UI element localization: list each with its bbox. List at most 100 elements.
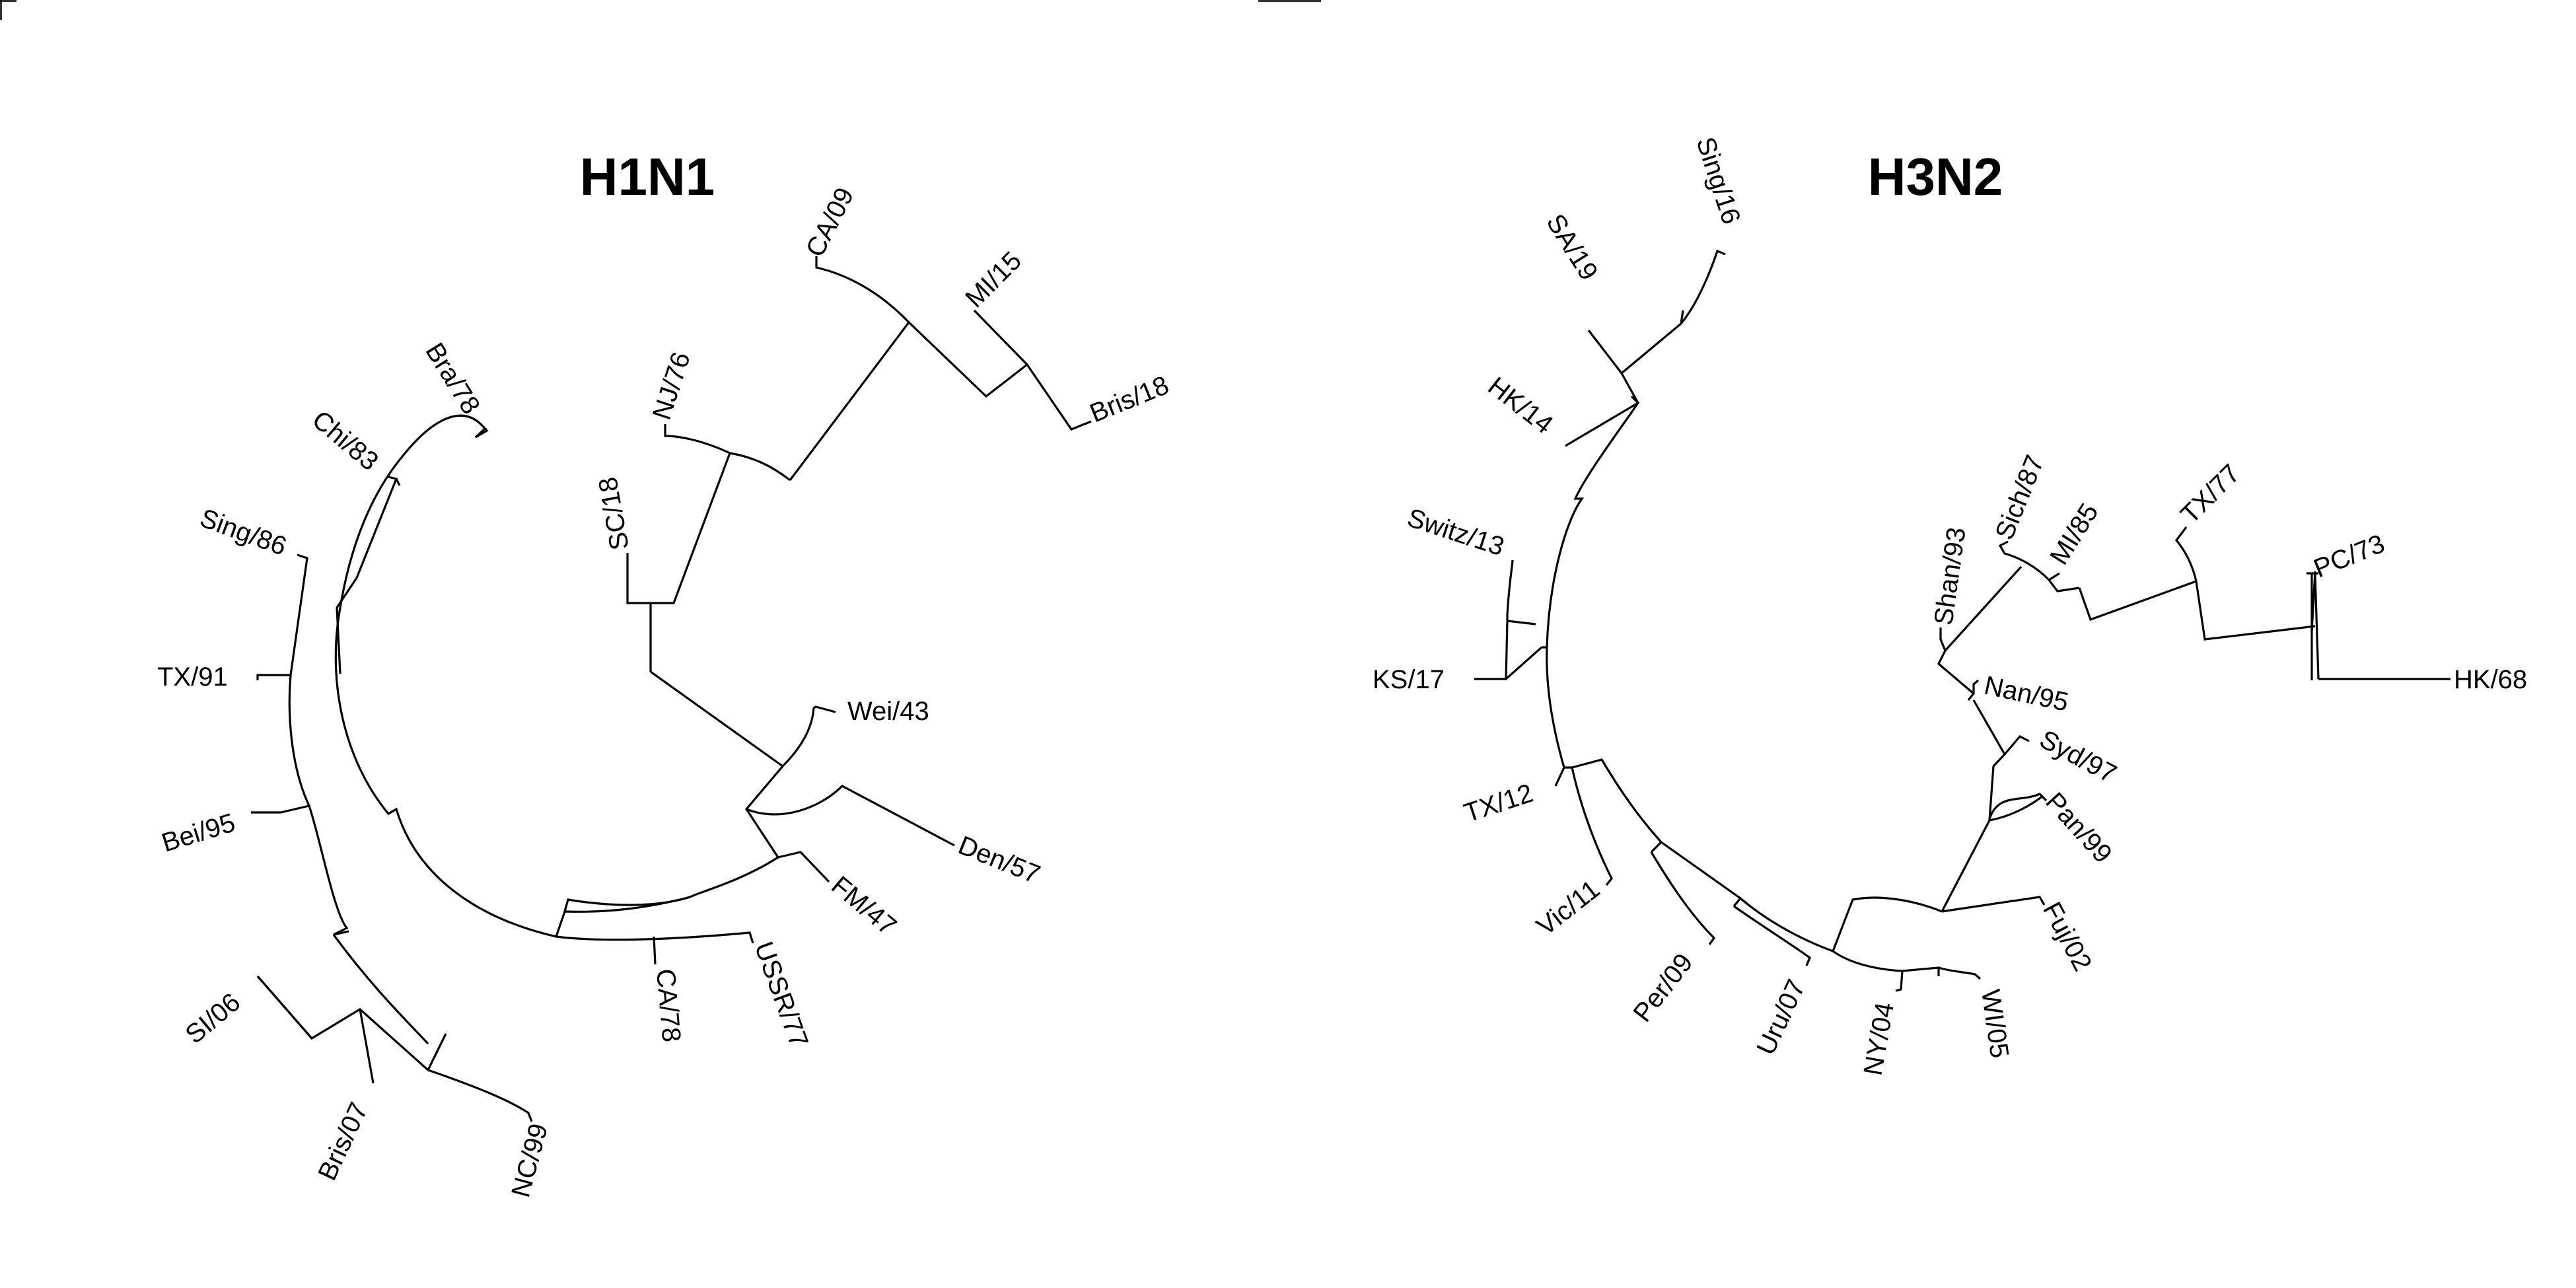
branch-shan93 [1939,565,2022,653]
branch-sing16 [1680,249,1726,325]
tree-h1n1: H1N1 [157,147,1173,1200]
branch-nc99 [427,1069,533,1122]
leaf-label-chi83: Chi/83 [306,405,384,476]
branch-lower-arc [288,674,349,936]
leaf-label-wi05: WI/05 [1976,987,2014,1060]
branch-bra78 [474,427,489,439]
leaf-label-fm47: FM/47 [826,871,902,941]
branch-bei95 [251,805,310,814]
branch-mi85 [2047,572,2080,592]
leaf-label-nj76: NJ/76 [647,349,696,423]
tree-h1n1-leaf-labels: CA/09 MI/15 Bris/18 NJ/76 SC/18 Wei/43 D… [157,183,1173,1200]
leaf-label-mi15: MI/15 [960,246,1027,314]
leaf-label-bris07: Bris/07 [312,1098,373,1184]
branch-vic11-clade [1571,758,1663,843]
leaf-label-hk68: HK/68 [2454,665,2527,694]
branch-fuj02-clade [1941,820,1991,912]
branch-chi83 [355,474,398,579]
branch-tx77-clade [2195,581,2316,641]
branch-ny04-wi05 [1832,896,1943,952]
branch-ca78-arc [554,896,754,944]
branch-si06 [256,975,313,1040]
branch-root-join [649,452,731,672]
branch-tx12 [1554,766,1572,787]
leaf-label-sa19: SA/19 [1540,209,1603,285]
branch-per09 [1650,851,1716,945]
leaf-label-wei43: Wei/43 [847,697,929,726]
tree-h3n2: H3N2 [1373,133,2527,1077]
branch-shan93-nan95 [1937,650,1976,701]
tree-title-h1n1: H1N1 [580,147,715,206]
branch-root-stem [650,670,783,768]
branch-ny04-wi05-join [1902,966,1940,976]
branch-ussr77 [690,856,779,898]
branch-sc18 [626,553,651,604]
leaf-label-fuj02: Fuj/02 [2037,898,2097,976]
branch-wei43 [781,705,836,768]
leaf-label-shan93: Shan/93 [1929,526,1971,627]
branch-mi15-bris18-join [908,321,1028,398]
leaf-label-tx12: TX/12 [1460,779,1536,828]
branch-upper-left-arc [1546,395,1640,648]
leaf-label-si06: SI/06 [180,987,246,1050]
branch-lower-left-arc [1542,646,1565,768]
leaf-label-ca09: CA/09 [801,183,860,262]
branch-wi05 [1938,966,1982,980]
leaf-label-ks17: KS/17 [1373,665,1445,694]
branch-per09-clade [1650,840,1741,900]
branch-sa19 [1587,330,1623,374]
tree-h1n1-branches [251,256,1092,1122]
leaf-label-hk14: HK/14 [1482,371,1558,439]
branch-hk14 [1565,402,1639,447]
branch-tx77 [2174,526,2198,582]
leaf-label-sing16: Sing/16 [1690,133,1746,228]
branch-to-ca09-clade [789,322,910,481]
branch-ca78 [563,896,691,912]
branch-uru07 [1733,905,1811,966]
branch-sing86 [289,554,308,676]
leaf-label-bris18: Bris/18 [1086,371,1173,428]
branch-nj76 [664,424,731,454]
branch-nan95 [1972,679,1980,694]
branch-den57 [746,785,955,847]
branch-mi15 [973,309,1028,366]
branch-nj76-clade [729,452,791,482]
branch-uru07-clade [1733,896,1834,952]
leaf-label-bra78: Bra/78 [419,338,485,419]
leaf-label-bei95: Bei/95 [159,808,238,857]
leaf-label-nc99: NC/99 [506,1120,554,1200]
branch-chi83-leaf [395,478,401,486]
leaf-label-tx77: TX/77 [2175,459,2246,530]
leaf-label-vic11: Vic/11 [1531,875,1605,941]
leaf-label-pc73: PC/73 [2310,529,2389,583]
branch-tx91 [256,674,291,680]
branch-sich87 [1998,540,2050,581]
branch-sa19-sing16 [1620,310,1684,404]
branch-switz13-join [1507,620,1536,626]
branch-bris07 [359,1009,375,1084]
branch-left-inner-arc [336,577,358,674]
leaf-label-uru07: Uru/07 [1751,975,1811,1059]
leaf-label-syd97: Syd/97 [2035,725,2122,789]
leaf-label-sc18: SC/18 [593,475,635,552]
leaf-label-sing86: Sing/86 [196,503,291,561]
tree-title-h3n2: H3N2 [1868,147,2003,206]
branch-ca09 [815,256,910,324]
branch-ny04 [1832,950,1904,992]
branch-si06-bris07 [256,975,447,1072]
leaf-label-ny04: NY/04 [1859,1000,1900,1077]
tree-h3n2-leaf-labels: Sing/16 SA/19 HK/14 Switz/13 KS/17 TX/12… [1373,133,2527,1077]
branch-fuj02 [1941,896,2046,913]
branch-switz13 [1505,559,1514,680]
leaf-label-pan99: Pan/99 [2040,787,2118,869]
branch-left-arc [334,414,557,938]
leaf-label-ca78: CA/78 [651,968,686,1044]
branch-bris18 [1026,364,1092,431]
leaf-label-nan95: Nan/95 [1982,671,2071,717]
leaf-label-switz13: Switz/13 [1404,503,1507,562]
branch-vic11 [1571,767,1613,886]
leaf-label-ussr77: USSR/77 [749,938,814,1052]
branch-mi85-clade [2078,580,2197,622]
branch-nc99-clade [332,934,429,1045]
